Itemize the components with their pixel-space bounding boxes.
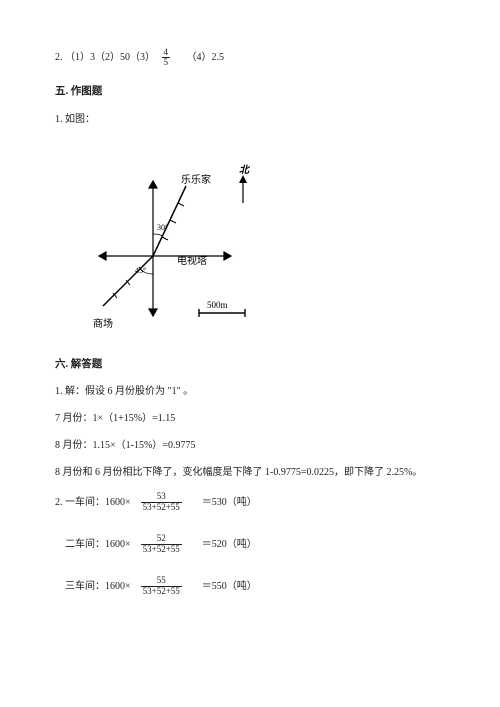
label-north: 北	[239, 164, 251, 176]
north-indicator: 北	[239, 164, 251, 203]
q2-row3-den: 53+52+55	[141, 587, 182, 596]
q2-row2: 二车间：1600× 52 53+52+55 ＝520（吨）	[55, 534, 445, 554]
label-tower: 电视塔	[177, 254, 207, 267]
q2-row3-frac: 55 53+52+55	[141, 576, 182, 596]
label-lele: 乐乐家	[181, 173, 211, 186]
scale-bar: 500m	[199, 300, 245, 317]
q2-part4: （4）2.5	[187, 52, 225, 63]
q2-row3: 三车间：1600× 55 53+52+55 ＝550（吨）	[55, 576, 445, 596]
q2-fraction: 4 5	[162, 48, 171, 68]
q2-row1-den: 53+52+55	[141, 503, 182, 512]
q2-row2-eq: ＝520（吨）	[202, 537, 257, 552]
label-mall: 商场	[93, 317, 113, 330]
direction-diagram: 30° 45° 乐乐家 电视塔 商场 北 500m	[81, 141, 261, 341]
q1-line1: 1. 解：假设 6 月份股价为 "1" 。	[55, 384, 445, 399]
q2-part1: （1）3（2）50（3）	[65, 52, 155, 63]
q1-line3: 8 月份：1.15×（1-15%）=0.9775	[55, 438, 445, 453]
q2-row1-frac: 53 53+52+55	[141, 492, 182, 512]
q2-row2-den: 53+52+55	[141, 545, 182, 554]
section5-title: 五. 作图题	[55, 84, 445, 100]
angle-30-label: 30°	[157, 223, 168, 232]
q2-row1-lead: 2. 一车间：1600×	[55, 495, 131, 510]
section6-title: 六. 解答题	[55, 357, 445, 373]
q2-row3-lead: 三车间：1600×	[65, 579, 131, 594]
q2-frac-den: 5	[162, 58, 171, 67]
label-scale: 500m	[207, 300, 228, 310]
q2-row3-eq: ＝550（吨）	[202, 579, 257, 594]
q1-line4: 8 月份和 6 月份相比下降了，变化幅度是下降了 1-0.9775=0.0225…	[55, 465, 445, 480]
section5-item1: 1. 如图：	[55, 112, 445, 127]
answer-line-2: 2. （1）3（2）50（3） 4 5 （4）2.5	[55, 48, 445, 68]
q1-line2: 7 月份：1×（1+15%）=1.15	[55, 411, 445, 426]
q2-row1-eq: ＝530（吨）	[202, 495, 257, 510]
q2-label: 2.	[55, 52, 63, 63]
q2-row3-num: 55	[141, 576, 182, 586]
q2-row1: 2. 一车间：1600× 53 53+52+55 ＝530（吨）	[55, 492, 445, 512]
q2-row2-lead: 二车间：1600×	[65, 537, 131, 552]
diagram-container: 30° 45° 乐乐家 电视塔 商场 北 500m	[81, 141, 261, 341]
q2-row2-frac: 52 53+52+55	[141, 534, 182, 554]
angle-45-label: 45°	[135, 266, 146, 275]
